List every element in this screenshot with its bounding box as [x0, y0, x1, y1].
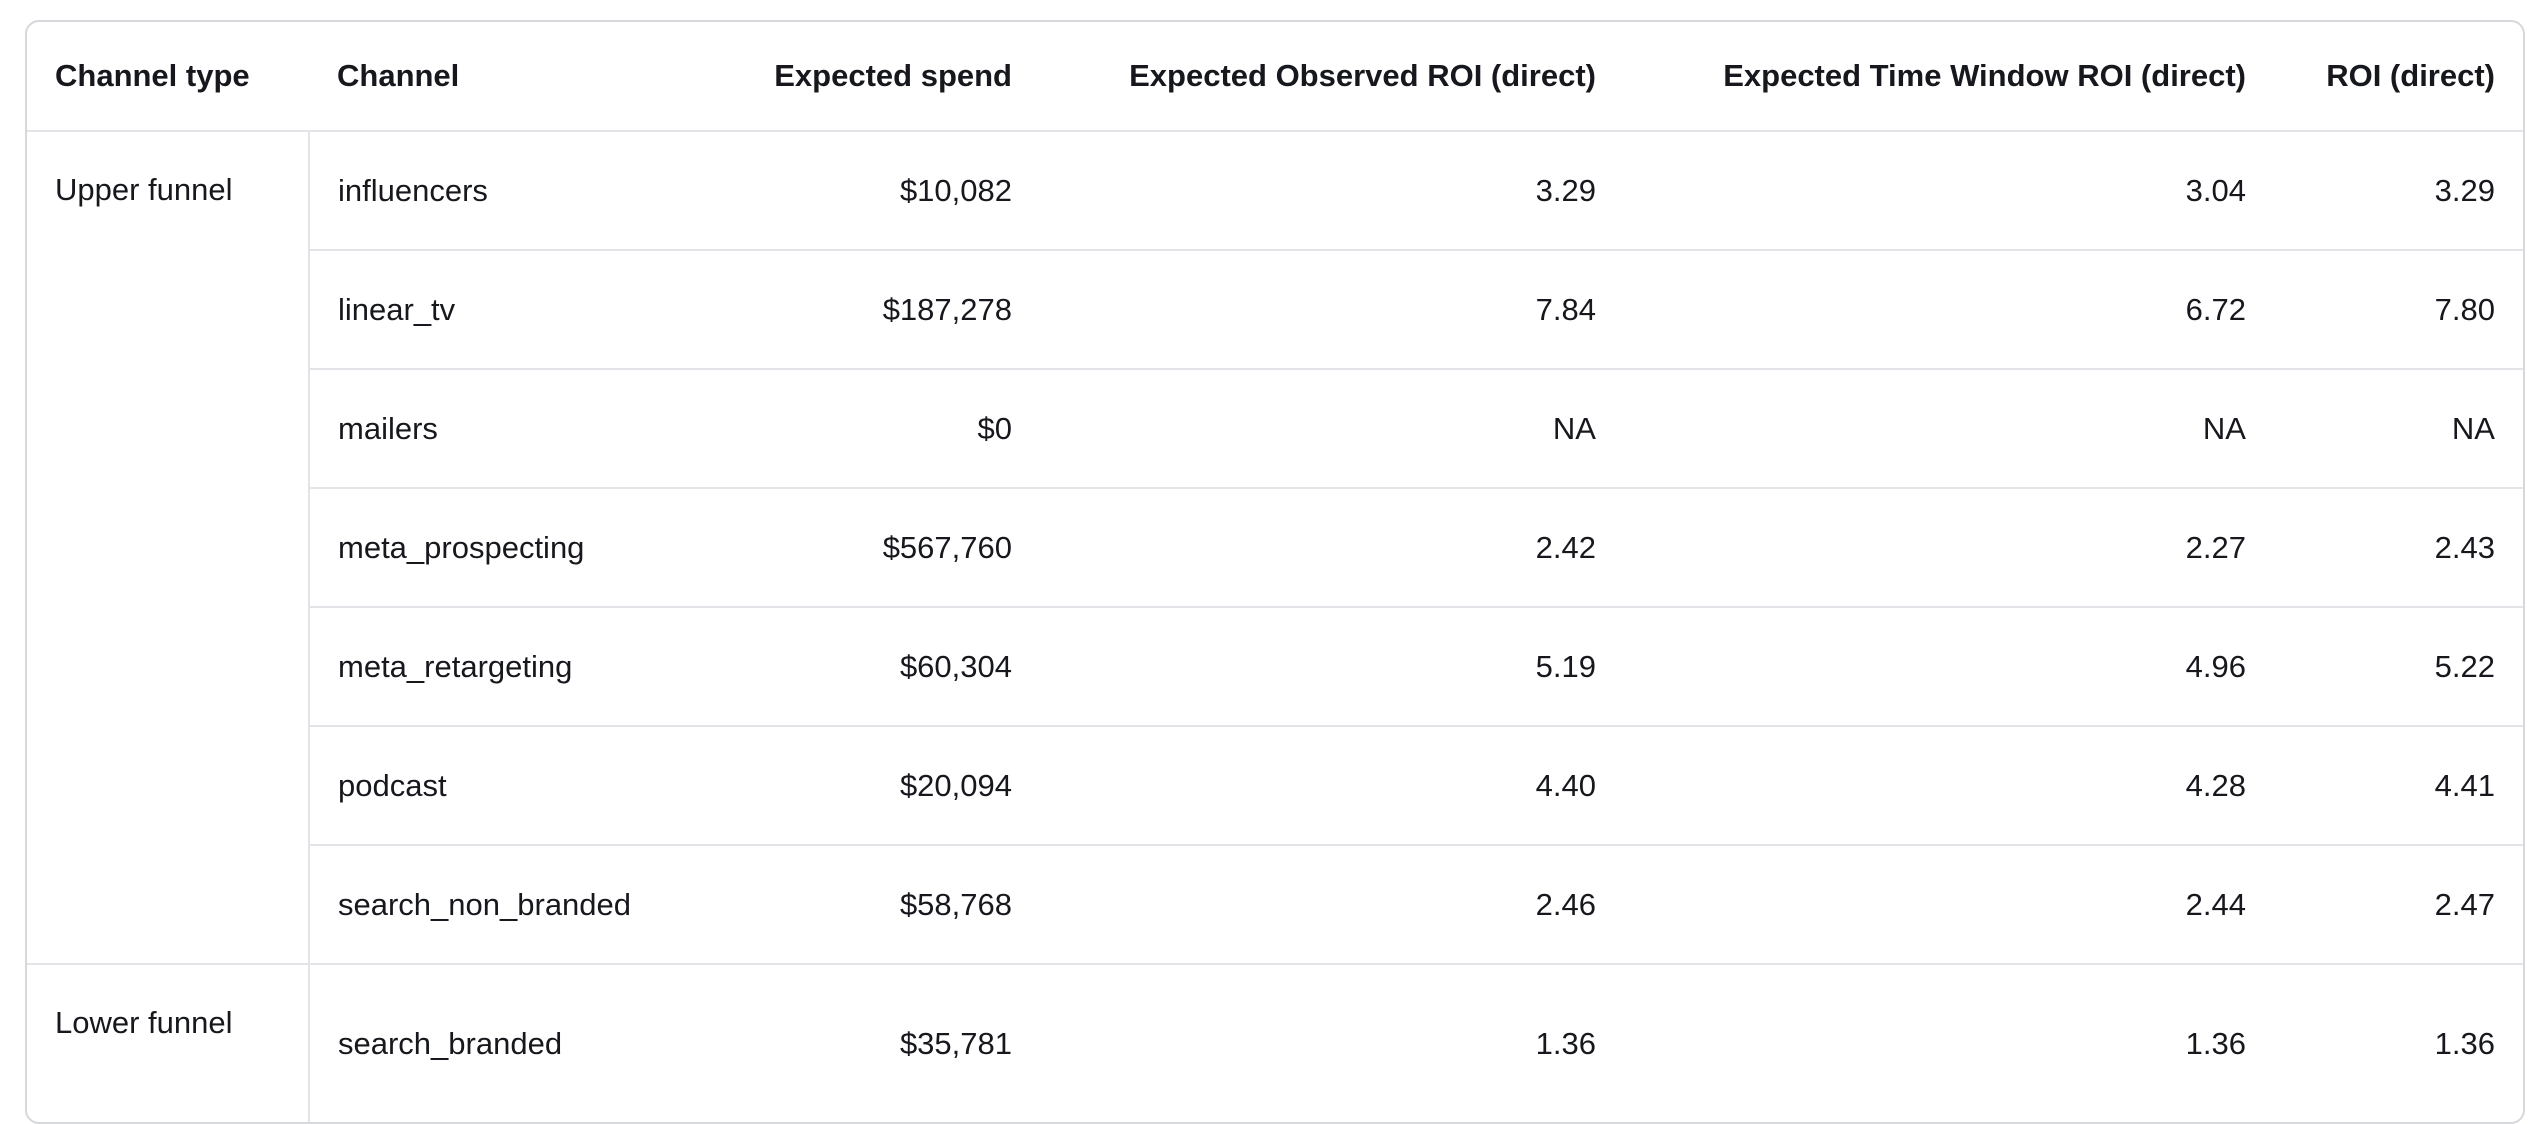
value-cell: 1.36: [1040, 963, 1624, 1122]
value-cell: 2.44: [1624, 844, 2274, 964]
value-cell: 3.04: [1624, 130, 2274, 250]
value-cell: 3.29: [2274, 130, 2523, 250]
table-row: podcast $20,094 4.40 4.28 4.41: [27, 725, 2523, 845]
column-header: Channel: [337, 58, 460, 93]
channel-cell: mailers: [309, 368, 730, 488]
value-cell: 4.41: [2274, 725, 2523, 845]
table-row: meta_prospecting $567,760 2.42 2.27 2.43: [27, 487, 2523, 607]
column-header: Expected spend: [774, 58, 1012, 93]
channel-cell: search_branded: [309, 963, 730, 1122]
value-cell: NA: [1624, 368, 2274, 488]
value-cell: 7.80: [2274, 249, 2523, 369]
value-cell: $187,278: [730, 249, 1040, 369]
channel-cell: meta_prospecting: [309, 487, 730, 607]
page: Channel type Channel Expected spend Expecte…: [25, 20, 2525, 1124]
table-row: Lower funnel search_branded $35,781 1.36 1.3…: [27, 963, 2523, 1122]
table-card: Channel type Channel Expected spend Expecte…: [25, 20, 2525, 1124]
table-row: meta_retargeting $60,304 5.19 4.96 5.22: [27, 606, 2523, 726]
channel-cell: meta_retargeting: [309, 606, 730, 726]
channel-type-cell: Upper funnel: [27, 130, 310, 964]
channel-cell: podcast: [309, 725, 730, 845]
table-row: linear_tv $187,278 7.84 6.72 7.80: [27, 249, 2523, 369]
table-body: Upper funnel influencers $10,082 3.29 3.04 3.…: [27, 130, 2523, 1122]
value-cell: 2.27: [1624, 487, 2274, 607]
value-cell: NA: [1040, 368, 1624, 488]
value-cell: $0: [730, 368, 1040, 488]
table-row: Upper funnel influencers $10,082 3.29 3.04 3.…: [27, 130, 2523, 964]
channel-cell: influencers: [309, 130, 730, 250]
value-cell: 6.72: [1624, 249, 2274, 369]
value-cell: 4.96: [1624, 606, 2274, 726]
value-cell: $35,781: [730, 963, 1040, 1122]
table-row: search_non_branded $58,768 2.46 2.44 2.47: [27, 844, 2523, 964]
value-cell: 7.84: [1040, 249, 1624, 369]
value-cell: 1.36: [2274, 963, 2523, 1122]
column-header: Channel type: [55, 58, 250, 93]
value-cell: 2.42: [1040, 487, 1624, 607]
value-cell: 5.19: [1040, 606, 1624, 726]
value-cell: 4.28: [1624, 725, 2274, 845]
roi-table: Channel type Channel Expected spend Expecte…: [27, 22, 2523, 1122]
channel-type-cell: Lower funnel: [27, 963, 310, 1122]
channel-cell: linear_tv: [309, 249, 730, 369]
value-cell: $20,094: [730, 725, 1040, 845]
value-cell: 2.43: [2274, 487, 2523, 607]
value-cell: $567,760: [730, 487, 1040, 607]
column-header: Expected Time Window ROI (direct): [1723, 58, 2246, 93]
value-cell: 3.29: [1040, 130, 1624, 250]
value-cell: $10,082: [730, 130, 1040, 250]
table-row: mailers $0 NA NA NA: [27, 368, 2523, 488]
value-cell: $58,768: [730, 844, 1040, 964]
column-header: Expected Observed ROI (direct): [1129, 58, 1596, 93]
value-cell: NA: [2274, 368, 2523, 488]
value-cell: 4.40: [1040, 725, 1624, 845]
header-row: Channel type Channel Expected spend Expecte…: [27, 22, 2523, 131]
channel-cell: search_non_branded: [309, 844, 730, 964]
column-header: ROI (direct): [2326, 58, 2495, 93]
value-cell: $60,304: [730, 606, 1040, 726]
value-cell: 2.47: [2274, 844, 2523, 964]
value-cell: 2.46: [1040, 844, 1624, 964]
value-cell: 1.36: [1624, 963, 2274, 1122]
value-cell: 5.22: [2274, 606, 2523, 726]
